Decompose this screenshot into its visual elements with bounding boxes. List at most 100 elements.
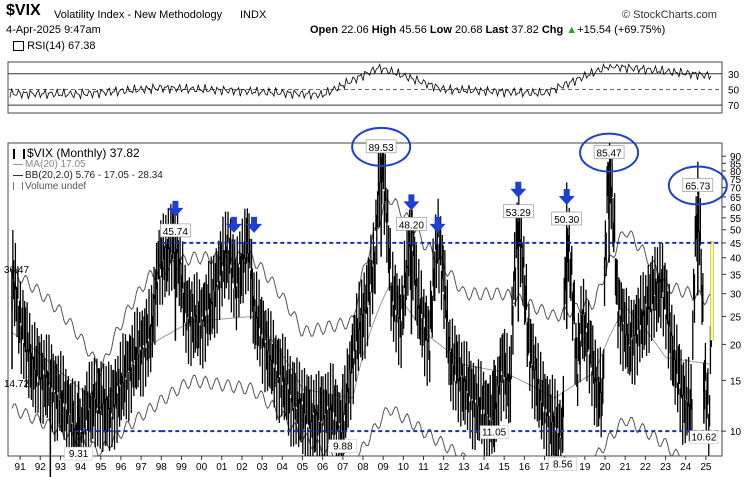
value-annotation-box (551, 211, 583, 226)
price-tick-label: 10 (730, 427, 742, 438)
value-annotation-box (328, 439, 358, 453)
value-annotation: 11.05 (482, 428, 507, 439)
x-tick-label: 14 (478, 462, 490, 473)
price-tick-label: 15 (730, 376, 742, 387)
rsi-legend-icon (13, 41, 24, 52)
value-annotation-box (689, 430, 719, 444)
x-tick-label: 01 (216, 462, 228, 473)
price-tick-label: 60 (730, 203, 742, 214)
peak-circle-marker (351, 126, 412, 167)
price-tick-label: 55 (730, 214, 742, 225)
high-value: 45.56 (399, 24, 427, 36)
legend-series: $VIX (Monthly) 37.82 (13, 146, 163, 160)
price-tick-label: 35 (730, 270, 742, 281)
price-tick-label: 30 (730, 290, 742, 301)
value-annotation-box (64, 446, 93, 461)
x-tick-label: 96 (115, 462, 127, 473)
price-tick-label: 50 (730, 226, 742, 237)
x-tick-label: 11 (418, 462, 429, 473)
x-tick-label: 05 (297, 462, 309, 473)
high-label: High (371, 24, 397, 36)
date-label: 4-Apr-2025 9:47am (6, 24, 101, 36)
x-tick-label: 10 (398, 462, 410, 473)
chg-label: Chg (541, 24, 564, 36)
symbol-title: $VIX (6, 2, 41, 19)
x-tick-label: 12 (438, 462, 450, 473)
peak-circle-marker (667, 165, 728, 206)
last-value: 37.82 (511, 24, 539, 36)
value-annotation-box (548, 457, 577, 471)
value-annotation-box (593, 145, 625, 159)
x-tick-label: 07 (337, 462, 349, 473)
value-annotation-box (479, 425, 509, 439)
value-annotation: 65.73 (685, 182, 710, 193)
chg-value: +15.54 (+69.75%) (577, 24, 666, 36)
x-tick-label: 25 (700, 462, 712, 473)
price-tick-label: 25 (730, 312, 742, 323)
volume-legend-icon (13, 182, 23, 191)
index-name: Volatility Index - New Methodology (54, 9, 223, 21)
x-tick-label: 22 (640, 462, 652, 473)
down-arrow-marker (225, 216, 242, 233)
price-tick-label: 75 (730, 175, 742, 186)
price-tick-label: 85 (730, 159, 742, 170)
rsi-tick-label: 70 (728, 101, 740, 112)
value-annotation: 89.53 (369, 143, 394, 154)
x-tick-label: 21 (620, 462, 632, 473)
up-arrow-icon: ▲ (566, 24, 578, 36)
legend-volume: Volume undef (13, 181, 163, 192)
copyright-label: © StockCharts.com (622, 9, 717, 21)
legend-volume-label: Volume undef (25, 181, 87, 192)
value-annotation: 10.62 (691, 433, 716, 444)
x-tick-label: 92 (35, 462, 47, 473)
x-tick-label: 16 (519, 462, 531, 473)
price-tick-label: 65 (730, 193, 742, 204)
peak-circle-marker (579, 132, 640, 173)
value-annotation-box (160, 223, 191, 238)
value-annotation: 45.74 (163, 227, 188, 238)
price-tick-label: 70 (730, 184, 742, 195)
bb-upper-line (11, 197, 712, 378)
price-tick-label: 90 (730, 152, 742, 163)
main-legend: $VIX (Monthly) 37.82 MA(20) 17.05 BB(20,… (13, 146, 163, 192)
legend-ma: MA(20) 17.05 (13, 159, 163, 170)
bb-legend-swatch (13, 174, 23, 176)
down-arrow-marker (558, 188, 575, 205)
price-tick-label: 20 (730, 340, 742, 351)
value-annotation-box (503, 204, 534, 219)
x-tick-label: 94 (75, 462, 87, 473)
last-label: Last (485, 24, 509, 36)
x-tick-label: 13 (458, 462, 470, 473)
x-tick-label: 97 (136, 462, 148, 473)
down-arrow-marker (510, 181, 527, 198)
rsi-tick-label: 30 (728, 70, 740, 81)
price-tick-label: 80 (730, 167, 742, 178)
price-tick-label: 40 (730, 254, 742, 265)
rsi-tick-label: 50 (728, 85, 740, 96)
x-tick-label: 99 (176, 462, 188, 473)
low-value: 20.68 (454, 24, 483, 36)
value-annotation: 50.30 (554, 215, 579, 226)
rsi-legend: RSI(14) 67.38 (13, 40, 96, 52)
last-price-bar (710, 241, 714, 341)
x-tick-label: 03 (257, 462, 269, 473)
value-annotation: 14.72 (4, 379, 29, 390)
price-panel-frame (7, 142, 723, 457)
value-annotation: 48.20 (399, 220, 424, 231)
value-annotation: 9.31 (69, 449, 89, 460)
down-arrow-marker (167, 200, 184, 217)
x-tick-label: 95 (95, 462, 107, 473)
open-value: 22.06 (341, 24, 369, 36)
value-annotation: 9.88 (333, 442, 353, 453)
x-tick-label: 91 (15, 462, 27, 473)
x-tick-label: 02 (236, 462, 248, 473)
x-tick-label: 20 (599, 462, 611, 473)
candles-legend-icon (13, 148, 25, 159)
x-tick-label: 00 (196, 462, 208, 473)
ma-legend-swatch (13, 163, 23, 165)
legend-series-label: $VIX (Monthly) 37.82 (27, 146, 140, 160)
value-annotation: 85.47 (597, 149, 622, 160)
ohlc-bar: Open 22.06 High 45.56 Low 20.68 Last 37.… (310, 24, 665, 36)
value-annotation: 53.29 (506, 208, 531, 219)
value-annotation: 36.47 (4, 265, 29, 276)
